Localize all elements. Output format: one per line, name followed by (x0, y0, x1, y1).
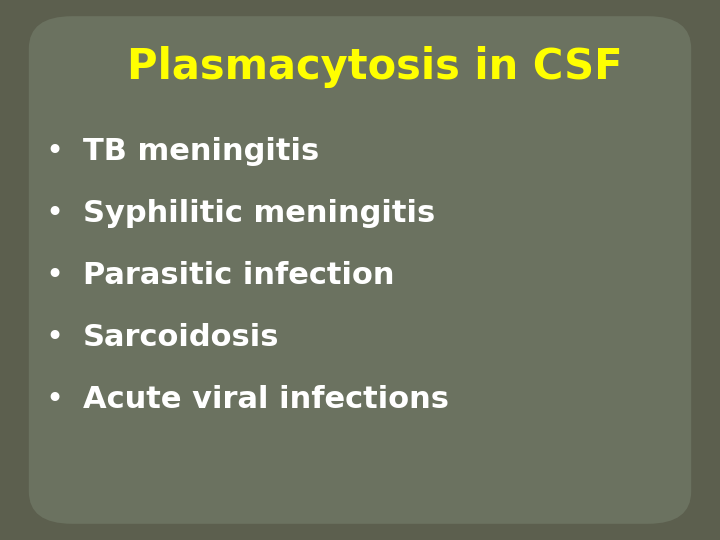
Text: •: • (45, 385, 63, 414)
FancyBboxPatch shape (29, 16, 691, 524)
Text: TB meningitis: TB meningitis (83, 137, 319, 166)
Text: Syphilitic meningitis: Syphilitic meningitis (83, 199, 435, 228)
Text: Sarcoidosis: Sarcoidosis (83, 323, 279, 352)
Text: Parasitic infection: Parasitic infection (83, 261, 395, 290)
Text: Plasmacytosis in CSF: Plasmacytosis in CSF (127, 46, 622, 89)
Text: •: • (45, 323, 63, 352)
Text: •: • (45, 137, 63, 166)
Text: •: • (45, 199, 63, 228)
Text: Acute viral infections: Acute viral infections (83, 385, 449, 414)
Text: •: • (45, 261, 63, 290)
